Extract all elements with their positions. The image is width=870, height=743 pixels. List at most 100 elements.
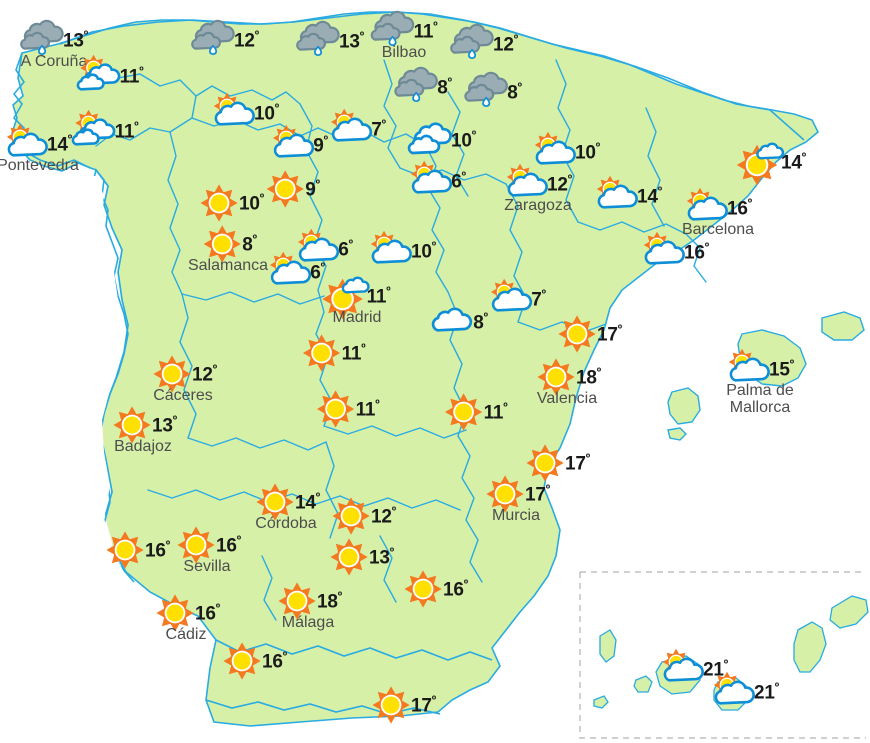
degree-symbol: º [236, 533, 241, 548]
degree-symbol: º [165, 538, 170, 553]
temperature-label: 10º [575, 140, 600, 164]
degree-symbol: º [503, 400, 508, 415]
temperature-label: 14º [781, 150, 806, 174]
weather-station-tenerife: 21º [711, 671, 779, 712]
weather-station-cadiz: 16º Cádiz [152, 593, 220, 643]
weather-station-lleida: 14º [594, 175, 662, 216]
weather-station-tarragona: 16º [641, 231, 709, 272]
degree-symbol: º [585, 451, 590, 466]
sun-with-small-cloud-icon [322, 276, 370, 320]
degree-symbol: º [274, 101, 279, 116]
weather-station-rioja: 10º [407, 120, 476, 160]
degree-symbol: º [541, 287, 546, 302]
degree-symbol: º [596, 365, 601, 380]
sun-icon [313, 389, 359, 429]
balearic-islands [667, 311, 865, 441]
degree-symbol: º [545, 482, 550, 497]
weather-station-burgos: 7º [328, 108, 386, 149]
sun-icon [326, 537, 372, 577]
rain-cloud-icon [464, 71, 510, 112]
degree-symbol: º [789, 357, 794, 372]
sun-behind-cloud-icon [641, 231, 687, 272]
weather-station-valencia: 18º Valencia [533, 357, 601, 407]
sun-behind-cloud-icon [532, 131, 578, 172]
weather-station-ciudad-real: 11º [313, 389, 380, 429]
weather-station-jaen: 12º [328, 496, 396, 536]
sun-behind-cloud-icon [684, 187, 730, 228]
degree-symbol: º [513, 32, 518, 47]
la-gomera-island [633, 675, 653, 693]
temperature-label: 9º [305, 177, 320, 201]
temperature-label: 17º [525, 482, 550, 506]
sun-icon [196, 183, 242, 223]
degree-symbol: º [723, 657, 728, 672]
temperature-label: 16º [727, 196, 752, 220]
weather-station-navarra-n: 8º [464, 71, 522, 112]
weather-station-zamora: 10º [196, 183, 264, 223]
el-hierro-island [593, 695, 609, 709]
rain-cloud-icon [191, 19, 237, 60]
rain-cloud-icon [394, 66, 440, 107]
degree-symbol: º [348, 237, 353, 252]
temperature-label: 14º [637, 184, 662, 208]
sun-behind-cloud-icon [267, 251, 313, 292]
temperature-label: 11º [341, 341, 366, 365]
temperature-label: 13º [339, 29, 364, 53]
degree-symbol: º [801, 150, 806, 165]
degree-symbol: º [461, 169, 466, 184]
degree-symbol: º [431, 693, 436, 708]
sun-behind-cloud-icon [504, 163, 550, 204]
weather-station-gipuzkoa: 12º [450, 23, 518, 64]
weather-station-barcelona: 16º Barcelona [682, 187, 754, 238]
degree-symbol: º [83, 28, 88, 43]
temperature-label: 10º [239, 191, 264, 215]
temperature-label: 12º [192, 362, 217, 386]
degree-symbol: º [134, 119, 139, 134]
fuerteventura-island [793, 621, 827, 673]
temperature-label: 12º [371, 504, 396, 528]
galicia-border [12, 52, 91, 169]
temperature-label: 6º [338, 237, 353, 261]
rain-cloud-icon [370, 10, 417, 51]
weather-station-leon: 10º [211, 92, 279, 133]
la-palma-island [599, 629, 617, 663]
temperature-label: 11º [413, 19, 438, 43]
temperature-label: 21º [754, 680, 779, 704]
temperature-label: 8º [242, 232, 257, 256]
temperature-label: 12º [547, 172, 572, 196]
ibiza-island [667, 387, 701, 425]
north-coast [59, 11, 805, 141]
sun-icon [328, 496, 374, 536]
temperature-label: 12º [493, 32, 518, 56]
temperature-label: 8º [437, 75, 452, 99]
temperature-label: 16º [216, 533, 241, 557]
weather-station-huesca: 10º [532, 131, 600, 172]
degree-symbol: º [391, 504, 396, 519]
weather-station-girona: 14º [736, 142, 806, 186]
portugal-east-border [95, 169, 135, 583]
degree-symbol: º [431, 239, 436, 254]
temperature-label: 11º [483, 400, 508, 424]
sun-icon [400, 569, 446, 609]
degree-symbol: º [471, 128, 476, 143]
weather-station-cantabria: 13º [296, 20, 364, 61]
degree-symbol: º [320, 260, 325, 275]
temperature-label: 6º [310, 260, 325, 284]
sun-behind-two-clouds-icon [71, 109, 118, 151]
weather-station-soria: 6º [408, 160, 466, 201]
temperature-label: 13º [152, 413, 177, 437]
temperature-label: 13º [369, 545, 394, 569]
weather-station-valladolid: 9º [262, 169, 320, 209]
sun-behind-two-clouds-icon [76, 54, 123, 96]
temperature-label: 16º [195, 601, 220, 625]
sun-behind-cloud-icon [594, 175, 640, 216]
weather-station-madrid: 11º Madrid [322, 276, 391, 326]
temperature-label: 11º [119, 64, 144, 88]
temperature-label: 16º [443, 577, 468, 601]
degree-symbol: º [433, 19, 438, 34]
weather-station-cuenca: 8º [430, 302, 488, 342]
degree-symbol: º [67, 132, 72, 147]
weather-station-malaga: 18º Málaga [274, 581, 342, 631]
sun-with-small-cloud-icon [736, 142, 785, 186]
temperature-label: 17º [597, 322, 622, 346]
